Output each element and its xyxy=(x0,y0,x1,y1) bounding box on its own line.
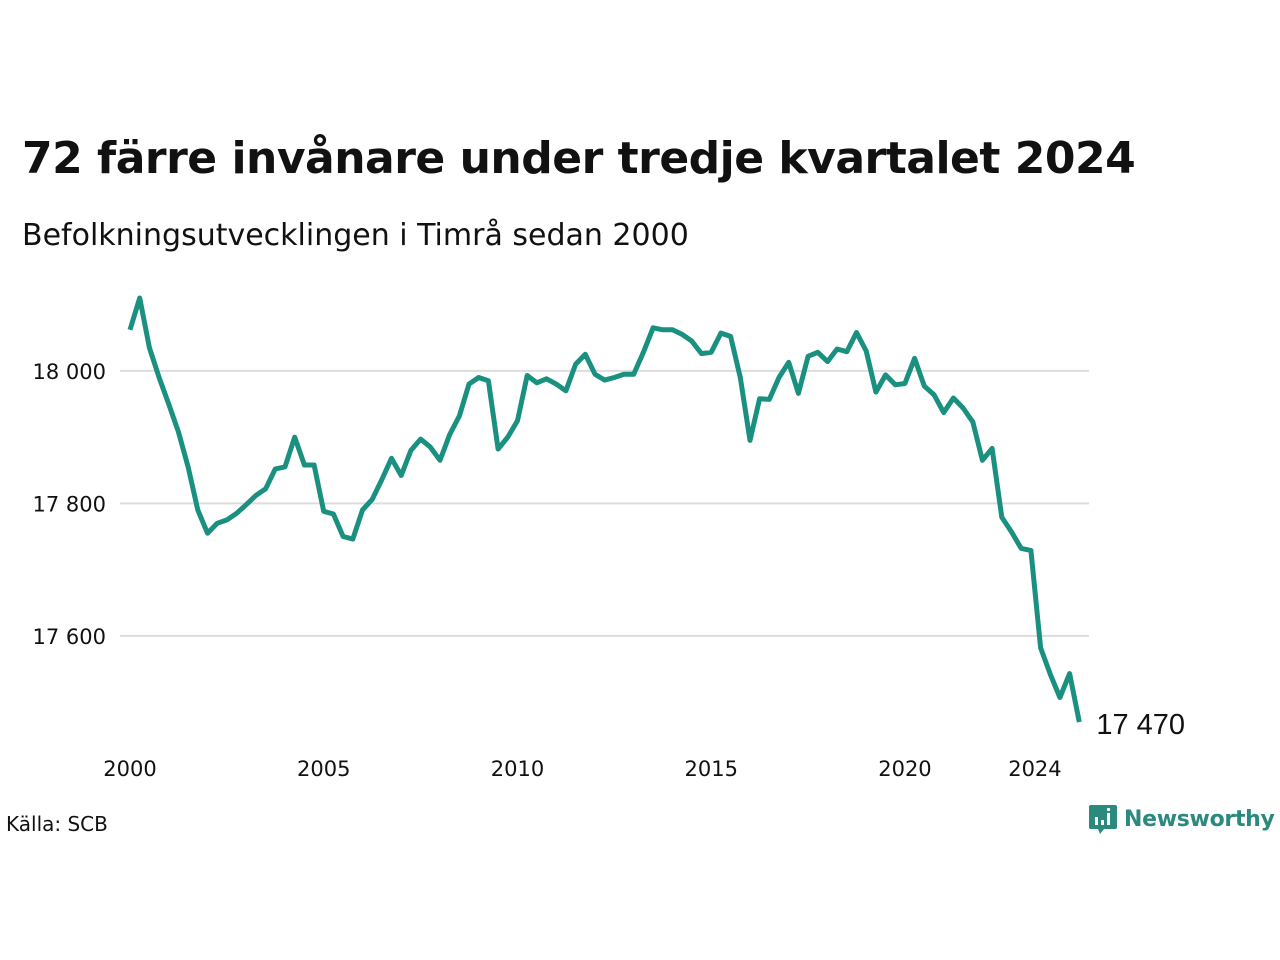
y-tick-label: 18 000 xyxy=(33,360,106,384)
y-tick-label: 17 800 xyxy=(33,492,106,516)
gridlines xyxy=(120,369,1089,637)
source-note: Källa: SCB xyxy=(6,812,108,836)
x-tick-label: 2020 xyxy=(878,757,931,781)
series-group xyxy=(127,295,1082,723)
y-tick-label: 17 600 xyxy=(33,625,106,649)
x-tick-label: 2000 xyxy=(103,757,156,781)
x-tick-label: 2005 xyxy=(297,757,350,781)
x-tick-label: 2024 xyxy=(1008,757,1061,781)
x-axis-tick-labels: 2000 2005 2010 2015 2020 2024 xyxy=(103,757,1061,781)
end-value-label: 17 470 xyxy=(1096,709,1185,741)
series-line xyxy=(127,295,1082,723)
chart-title: 72 färre invånare under tredje kvartalet… xyxy=(22,133,1136,184)
chart-subtitle: Befolkningsutvecklingen i Timrå sedan 20… xyxy=(22,218,689,253)
y-axis-tick-labels: 17 600 17 800 18 000 xyxy=(33,360,106,649)
brand-name: Newsworthy xyxy=(1124,806,1275,832)
newsworthy-logo-icon xyxy=(1089,805,1117,834)
brand-logo[interactable]: Newsworthy xyxy=(1088,804,1275,834)
x-tick-label: 2015 xyxy=(684,757,737,781)
x-tick-label: 2010 xyxy=(491,757,544,781)
